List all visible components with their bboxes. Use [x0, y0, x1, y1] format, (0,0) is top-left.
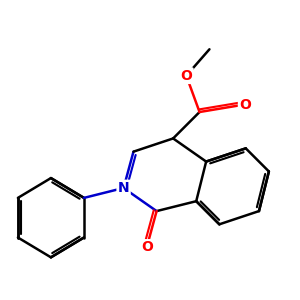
Text: O: O: [141, 240, 153, 254]
Text: O: O: [239, 98, 251, 112]
Text: N: N: [118, 181, 129, 195]
Text: O: O: [180, 69, 192, 83]
